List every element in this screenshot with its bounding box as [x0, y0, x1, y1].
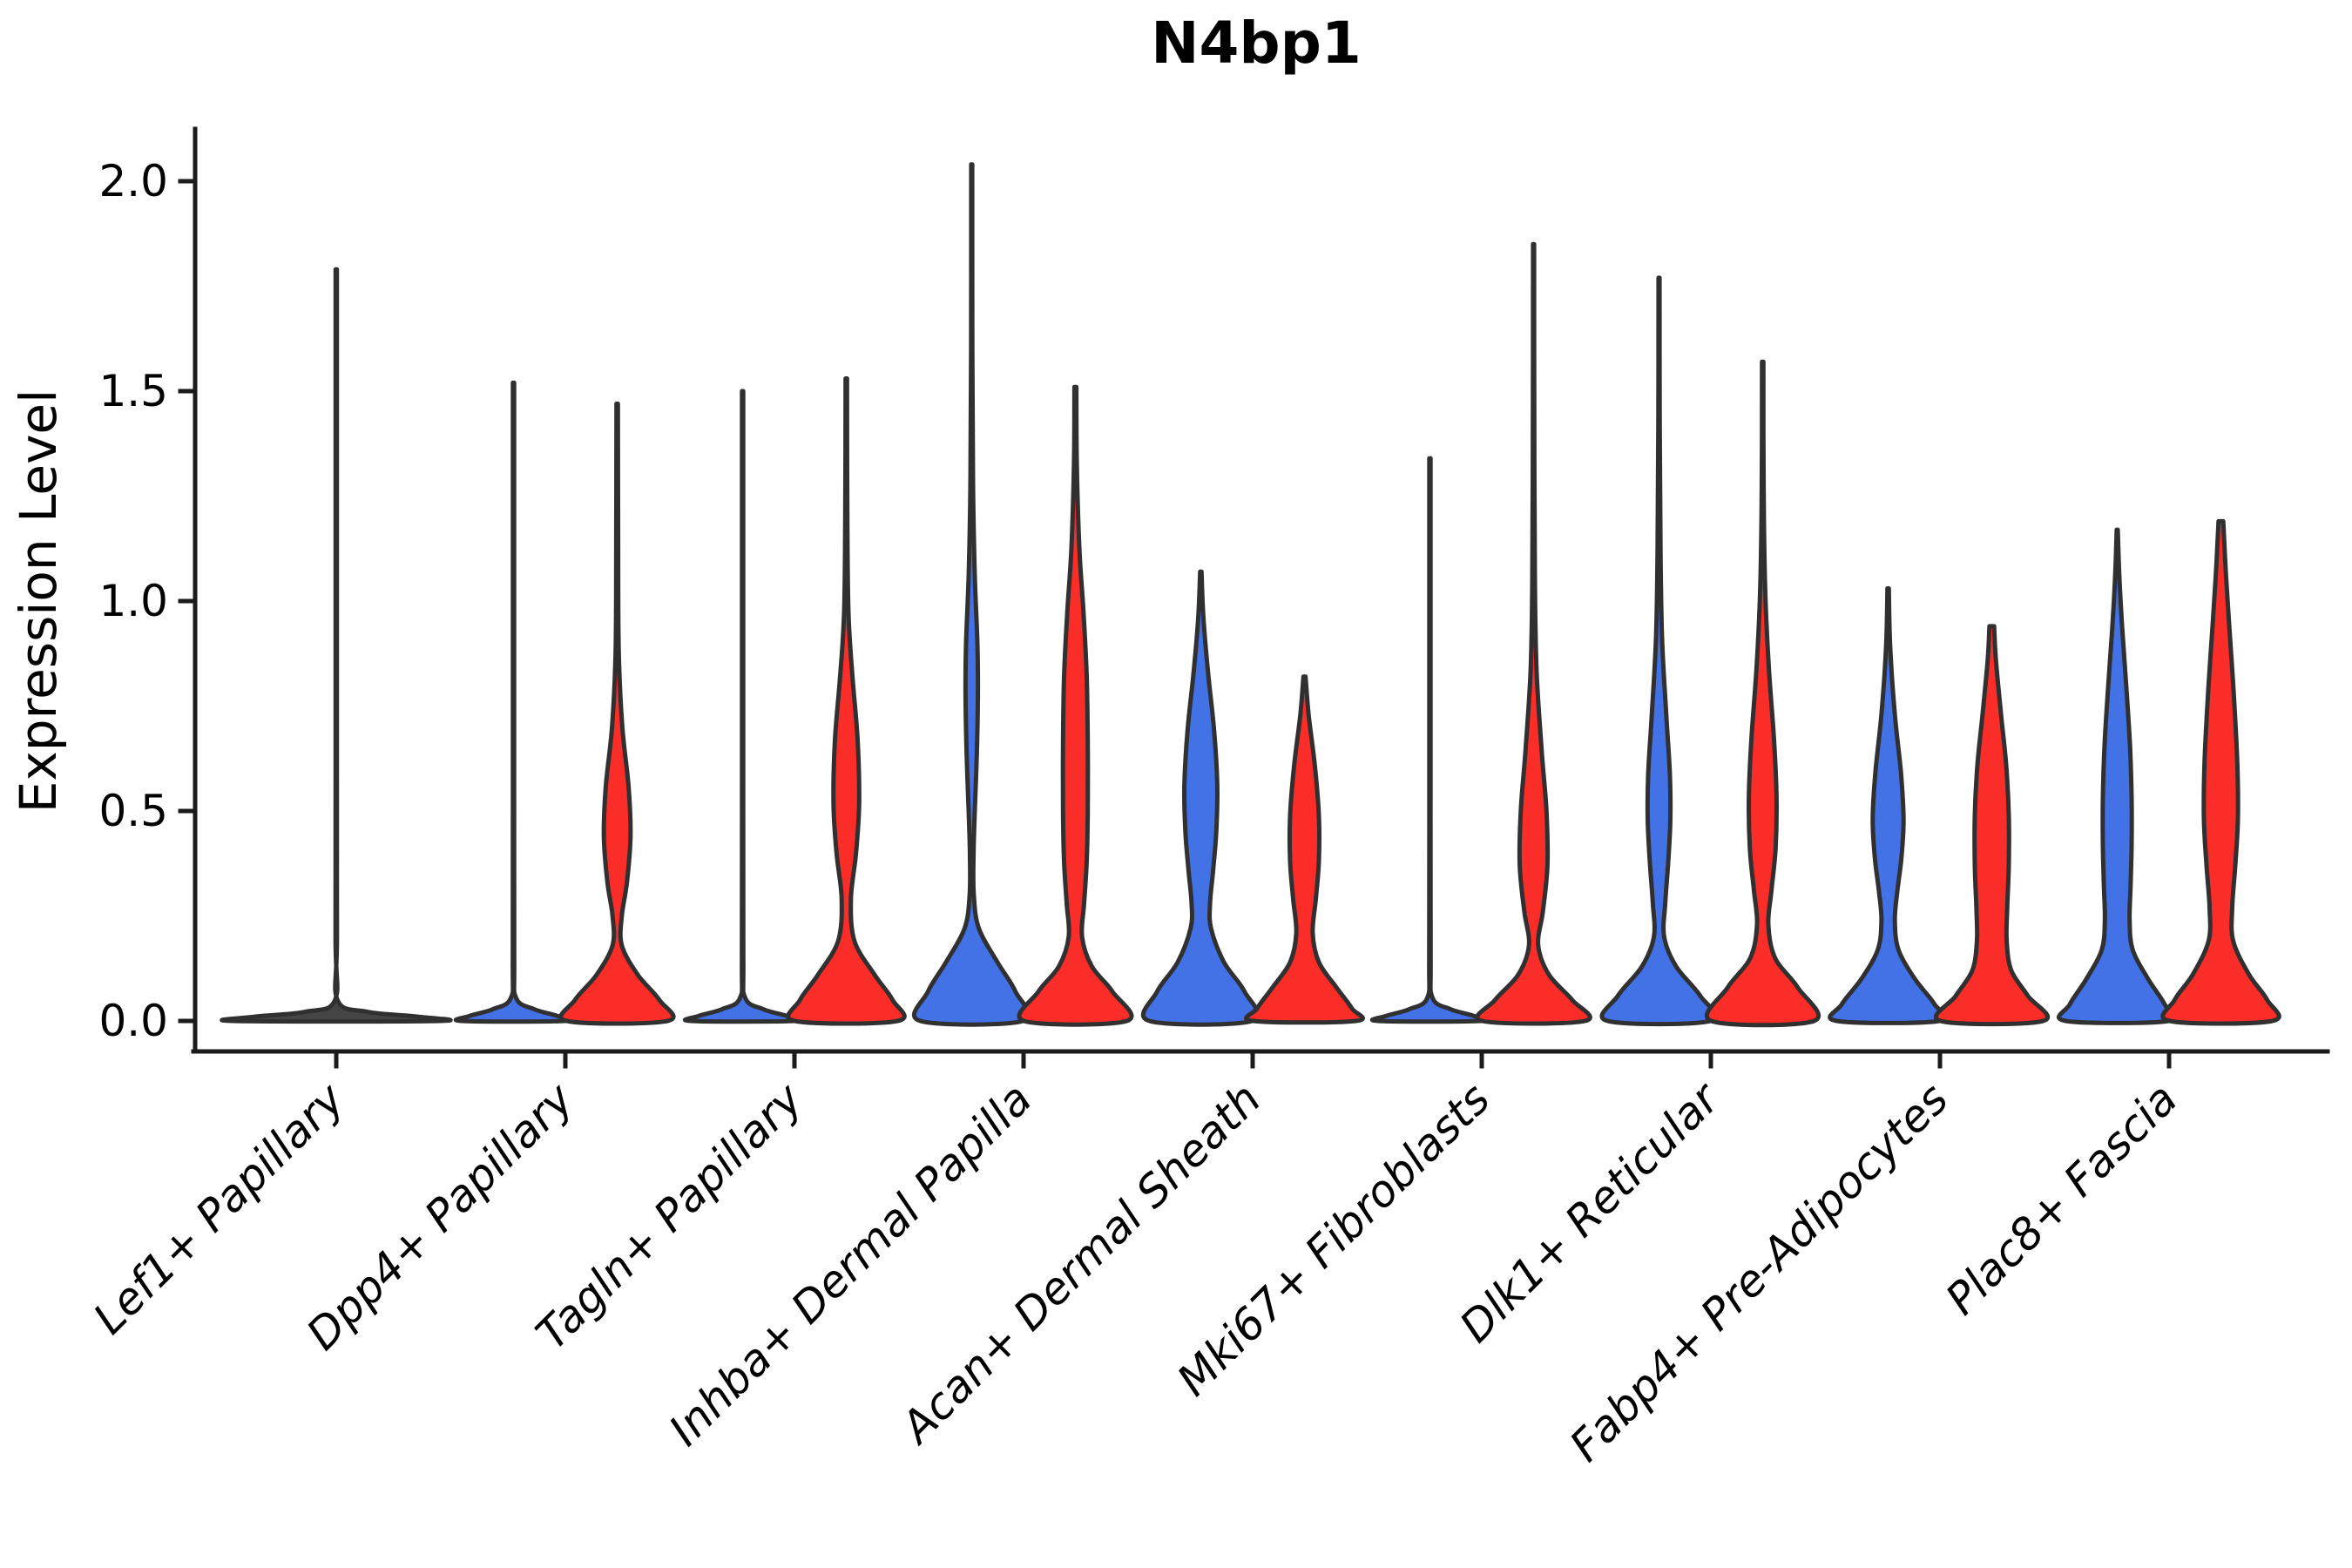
violin-red-1: [558, 402, 676, 1026]
y-axis-label: Expression Level: [9, 389, 68, 813]
violin-blue-2: [682, 389, 803, 1024]
violin-blue-6: [1599, 275, 1719, 1027]
violin-blue-4: [1140, 569, 1261, 1027]
x-tick-label-0: Lef1+ Papillary: [84, 1072, 355, 1343]
y-tick-label: 1.5: [98, 366, 168, 416]
violin-blue-1: [453, 380, 574, 1024]
y-tick-label: 1.0: [98, 576, 168, 626]
violin-single-0: [220, 267, 453, 1024]
violin-red-7: [1933, 624, 2051, 1027]
violin-blue-3: [912, 162, 1031, 1027]
violin-red-8: [2160, 518, 2281, 1026]
violin-layer: [220, 162, 2281, 1028]
x-tick-label-7: Fabp4+ Pre-Adipocytes: [1560, 1073, 1958, 1471]
violin-red-6: [1704, 359, 1821, 1028]
chart-title: N4bp1: [1151, 10, 1362, 77]
violin-red-2: [786, 376, 907, 1026]
x-tick-label-3: Inhba+ Dermal Papilla: [659, 1073, 1041, 1455]
y-tick-label: 0.5: [98, 786, 168, 836]
violin-red-4: [1244, 674, 1365, 1025]
violin-red-3: [1017, 384, 1134, 1027]
y-tick-label: 0.0: [98, 996, 168, 1046]
x-tick-label-8: Plac8+ Fascia: [1936, 1073, 2187, 1324]
y-tick-label: 2.0: [98, 156, 168, 206]
violin-blue-8: [2057, 527, 2178, 1025]
violin-blue-7: [1828, 586, 1949, 1025]
violin-blue-5: [1369, 456, 1490, 1024]
violin-red-5: [1475, 241, 1592, 1026]
x-tick-label-4: Acan+ Dermal Sheath: [890, 1073, 1271, 1454]
